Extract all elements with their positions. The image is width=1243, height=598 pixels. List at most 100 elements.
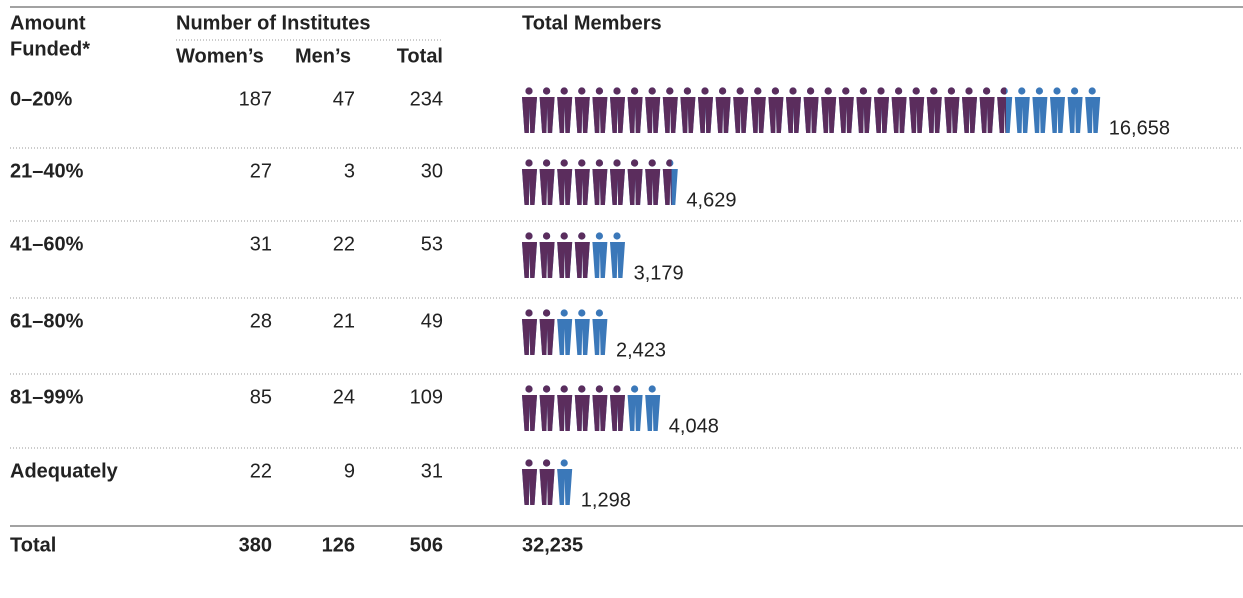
cell: 187 (239, 88, 272, 110)
icon-head (648, 159, 656, 167)
icon-body (592, 242, 593, 243)
row-label: 21–40% (10, 160, 84, 182)
icon-head (648, 87, 656, 95)
members-label: 4,629 (686, 189, 736, 211)
icon-body (522, 395, 537, 431)
total-label: Total (10, 534, 56, 556)
icon-body (574, 319, 590, 355)
icon-head (613, 385, 621, 393)
cell: 21 (333, 310, 355, 332)
icon-body (733, 97, 749, 133)
icon-body (610, 169, 625, 205)
members-label: 1,298 (581, 489, 631, 511)
icon-head (1088, 87, 1096, 95)
icon-body (1085, 97, 1101, 133)
icon-head (543, 459, 551, 467)
icon-head (560, 309, 568, 317)
pictogram-women (522, 159, 672, 205)
icon-body (715, 97, 731, 133)
icon-head (613, 159, 621, 167)
icon-body (539, 97, 555, 133)
icon-body (574, 169, 590, 205)
header: Number of Institutes (176, 12, 370, 34)
icon-body (1014, 97, 1030, 133)
icon-head (912, 87, 920, 95)
icon-head (683, 87, 692, 95)
icon-body (557, 469, 558, 470)
icon-head (560, 87, 568, 95)
icon-body (803, 97, 819, 133)
icon-body (680, 97, 696, 133)
icon-head (525, 159, 533, 167)
icon-head (631, 385, 639, 393)
icon-head (666, 159, 672, 167)
icon-head (595, 232, 604, 240)
icon-head (736, 87, 744, 95)
icon-body (838, 97, 854, 133)
header: Women’s (176, 45, 264, 67)
icon-body (645, 395, 661, 431)
cell: 49 (421, 310, 443, 332)
row-label: Adequately (10, 460, 119, 482)
icon-head (525, 385, 533, 393)
cell: 28 (250, 310, 272, 332)
icon-body (645, 97, 661, 133)
icon-body (750, 97, 766, 133)
icon-head (1071, 87, 1079, 95)
icon-body (557, 319, 558, 320)
icon-head (560, 232, 568, 240)
icon-body (786, 97, 801, 133)
cell: 22 (333, 233, 355, 255)
icon-head (543, 385, 551, 393)
cell: 22 (250, 460, 272, 482)
icon-body (539, 242, 555, 278)
icon-head (525, 87, 533, 95)
cell: 31 (250, 233, 272, 255)
pictogram-women (522, 309, 558, 355)
icon-head (895, 87, 903, 95)
pictogram-women (522, 385, 625, 431)
icon-body (1067, 97, 1083, 133)
icon-body (522, 242, 537, 278)
icon-head (965, 87, 973, 95)
icon-head (543, 309, 551, 317)
icon-body (539, 469, 555, 505)
icon-body (557, 469, 573, 505)
icon-body (944, 97, 960, 133)
icon-head (543, 232, 551, 240)
icon-body (909, 97, 925, 133)
icon-body (574, 97, 590, 133)
total-cell: 380 (239, 534, 272, 556)
icon-head (754, 87, 762, 95)
icon-body (539, 169, 555, 205)
icon-body (539, 395, 555, 431)
cell: 85 (250, 386, 272, 408)
icon-body (926, 97, 942, 133)
total-cell: 126 (322, 534, 355, 556)
icon-head (1018, 87, 1026, 95)
icon-body (592, 169, 608, 205)
icon-body (522, 469, 537, 505)
icon-body (610, 242, 625, 278)
pictogram-women (522, 459, 558, 505)
icon-body (821, 97, 837, 133)
icon-head (824, 87, 832, 95)
icon-head (543, 87, 551, 95)
cell: 234 (410, 88, 443, 110)
icon-body (874, 97, 889, 133)
icon-head (1053, 87, 1061, 95)
icon-body (574, 395, 590, 431)
pictogram-women (522, 232, 593, 278)
icon-head (595, 159, 604, 167)
icon-head (719, 87, 727, 95)
cell: 53 (421, 233, 443, 255)
icon-head (560, 385, 568, 393)
members-label: 2,423 (616, 339, 666, 361)
icon-body (662, 97, 678, 133)
icon-head (859, 87, 868, 95)
total-cell: 32,235 (522, 534, 583, 556)
icon-head (578, 309, 586, 317)
icon-body (962, 97, 977, 133)
pictogram-women (522, 87, 1006, 133)
